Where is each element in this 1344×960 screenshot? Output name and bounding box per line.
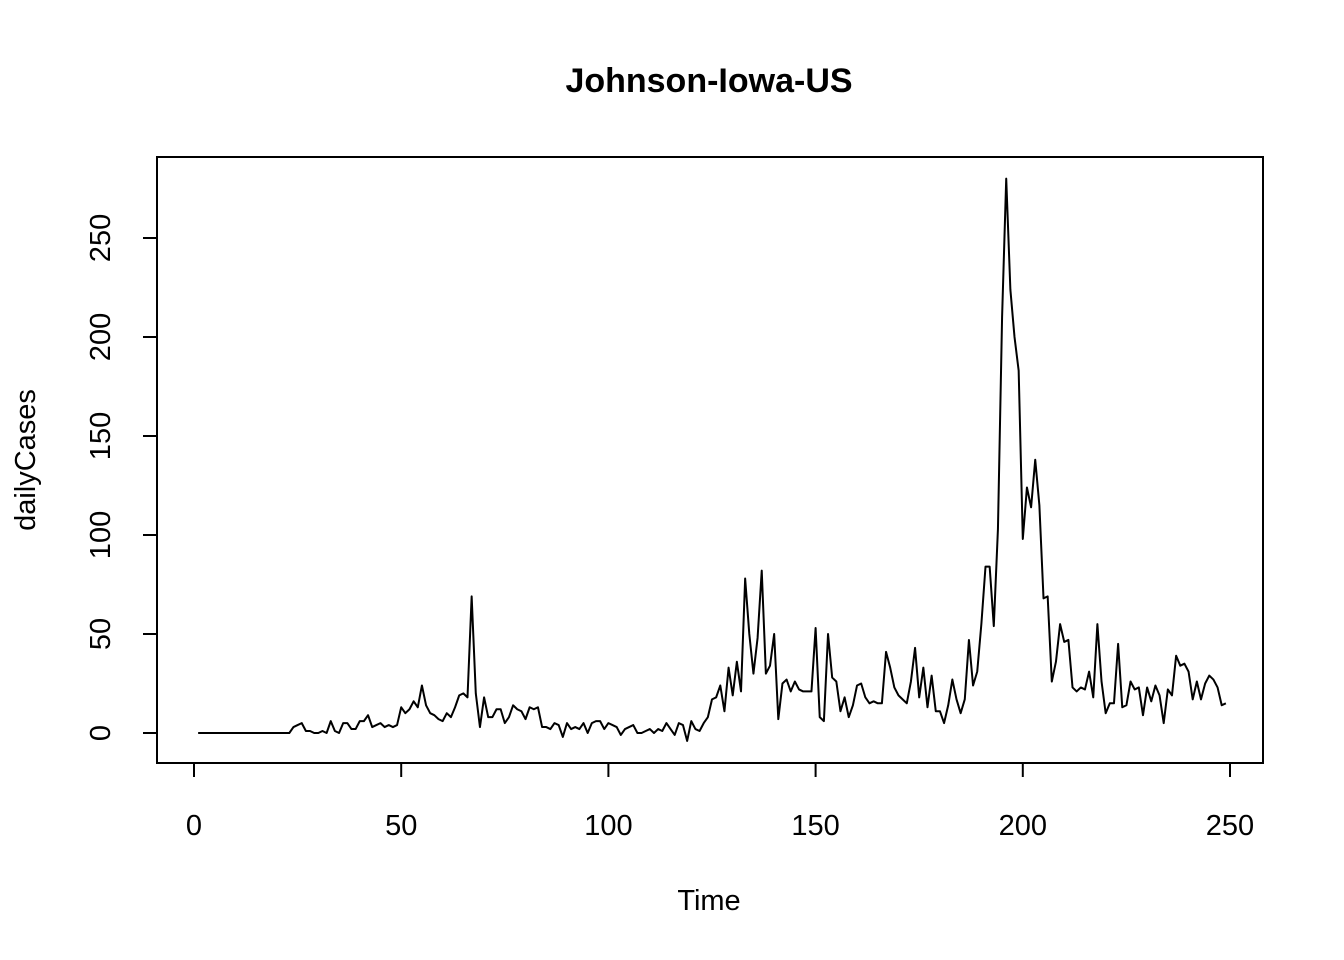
y-tick-label: 150 [85, 412, 117, 460]
y-tick-label: 0 [85, 725, 117, 741]
x-axis: 0 50 100 150 200 250 [186, 762, 1254, 842]
y-tick-label: 100 [85, 511, 117, 559]
y-tick-label: 200 [85, 313, 117, 361]
series-line-daily-cases [198, 177, 1227, 742]
x-tick-label: 200 [999, 810, 1047, 842]
y-tick-label: 250 [85, 214, 117, 262]
x-tick-label: 150 [791, 810, 839, 842]
x-tick-label: 250 [1206, 810, 1254, 842]
y-axis: 0 50 100 150 200 250 [85, 214, 158, 741]
y-axis-label: dailyCases [10, 389, 42, 531]
x-tick-label: 50 [385, 810, 417, 842]
y-tick-label: 50 [85, 618, 117, 650]
x-tick-label: 0 [186, 810, 202, 842]
x-axis-label: Time [677, 885, 740, 917]
x-tick-label: 100 [584, 810, 632, 842]
chart-title: Johnson-Iowa-US [565, 62, 852, 100]
plot-frame [156, 156, 1264, 764]
